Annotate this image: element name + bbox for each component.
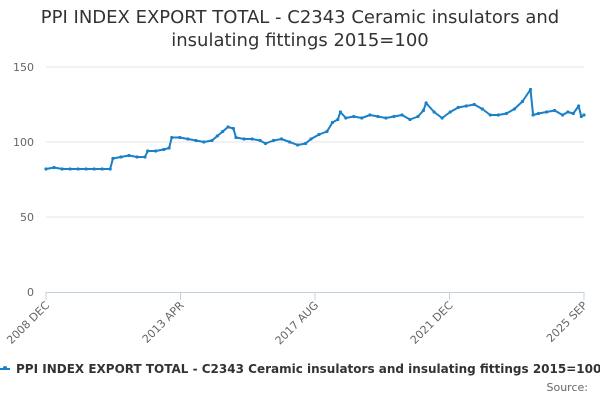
data-point xyxy=(242,137,246,141)
data-point xyxy=(338,110,342,114)
data-point xyxy=(531,113,535,117)
data-point xyxy=(202,140,206,144)
legend-series-label: PPI INDEX EXPORT TOTAL - C2343 Ceramic i… xyxy=(16,362,600,376)
data-point xyxy=(186,137,190,141)
data-point xyxy=(384,116,388,120)
data-point xyxy=(400,113,404,117)
series-line xyxy=(45,88,585,170)
x-tick-label: 2021 DEC xyxy=(408,299,456,347)
data-point xyxy=(448,110,452,114)
data-point xyxy=(210,138,214,143)
data-point xyxy=(336,117,340,122)
data-point xyxy=(440,116,444,120)
data-point xyxy=(258,138,262,143)
data-point xyxy=(582,113,586,117)
data-point xyxy=(68,167,72,171)
data-point xyxy=(111,156,115,161)
y-tick-label: 100 xyxy=(13,136,34,149)
data-point xyxy=(325,129,329,134)
data-point xyxy=(288,140,292,144)
x-tick-label: 2013 APR xyxy=(140,299,187,346)
data-point xyxy=(296,143,300,147)
x-tick-label: 2017 AUG xyxy=(273,299,322,348)
data-point xyxy=(309,137,313,141)
data-point xyxy=(178,135,182,140)
data-point xyxy=(528,87,533,92)
data-point xyxy=(250,137,254,141)
data-point xyxy=(344,116,348,120)
y-tick-label: 50 xyxy=(20,211,34,224)
data-point xyxy=(352,114,356,119)
x-tick-label: 2008 DEC xyxy=(4,299,52,347)
data-point xyxy=(167,146,171,150)
data-point xyxy=(536,111,541,116)
data-point xyxy=(194,138,198,143)
chart-title-line-1: PPI INDEX EXPORT TOTAL - C2343 Ceramic i… xyxy=(40,7,560,28)
data-point xyxy=(279,137,284,141)
data-point xyxy=(421,108,425,113)
data-point xyxy=(512,107,517,111)
data-point xyxy=(170,135,174,140)
data-point xyxy=(226,125,230,129)
x-tick-label: 2025 SEP xyxy=(544,299,590,345)
data-point xyxy=(119,155,123,159)
legend-series-marker xyxy=(0,366,10,370)
data-point xyxy=(84,167,88,171)
data-point xyxy=(432,110,436,114)
data-point xyxy=(456,105,460,110)
data-point xyxy=(544,110,549,114)
data-point xyxy=(408,117,412,122)
data-point xyxy=(143,155,147,159)
data-point xyxy=(392,114,396,119)
data-point xyxy=(76,167,80,171)
chart-title-line-2: insulating fittings 2015=100 xyxy=(171,30,429,51)
chart-title: PPI INDEX EXPORT TOTAL - C2343 Ceramic i… xyxy=(0,6,600,52)
data-point xyxy=(60,167,64,171)
data-point xyxy=(162,147,166,152)
y-tick-label: 150 xyxy=(13,61,34,74)
data-point xyxy=(263,141,268,146)
data-point xyxy=(566,110,570,114)
data-point xyxy=(472,102,476,107)
data-point xyxy=(553,108,557,113)
source-credit: Source: xyxy=(546,381,589,394)
data-point xyxy=(108,167,112,171)
data-point xyxy=(100,167,104,171)
data-point xyxy=(215,134,219,138)
data-point xyxy=(424,101,428,105)
data-point xyxy=(304,141,308,146)
data-point xyxy=(561,113,565,117)
data-point xyxy=(221,129,225,134)
data-point xyxy=(480,107,484,111)
data-point xyxy=(92,167,96,171)
data-point xyxy=(520,99,525,104)
data-point xyxy=(571,111,575,116)
data-point xyxy=(577,104,581,108)
data-point xyxy=(496,113,500,117)
data-point xyxy=(52,165,56,170)
y-tick-label: 0 xyxy=(27,286,34,299)
data-point xyxy=(504,111,508,116)
data-point xyxy=(368,113,372,117)
data-point xyxy=(271,138,276,143)
data-point xyxy=(360,116,364,120)
data-point xyxy=(127,153,131,158)
data-point xyxy=(146,149,150,153)
data-point xyxy=(579,114,583,119)
data-point xyxy=(488,113,492,117)
data-point xyxy=(317,132,321,137)
data-point xyxy=(464,104,468,108)
data-point xyxy=(416,114,420,119)
data-point xyxy=(231,126,235,131)
data-point xyxy=(135,155,139,159)
data-point xyxy=(44,167,48,171)
data-point xyxy=(234,135,238,140)
data-point xyxy=(330,120,334,125)
data-point xyxy=(376,114,380,119)
data-point xyxy=(154,149,158,153)
